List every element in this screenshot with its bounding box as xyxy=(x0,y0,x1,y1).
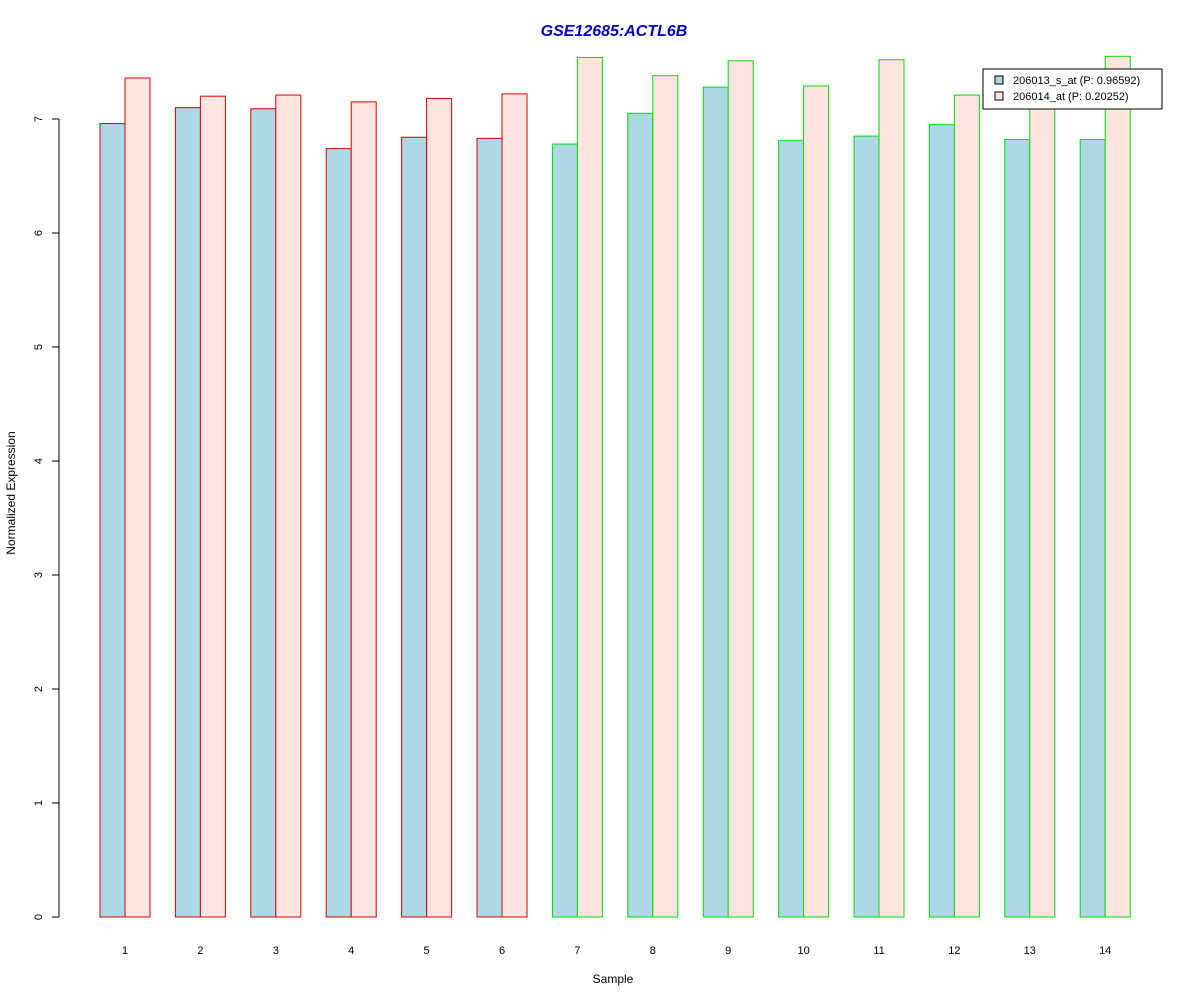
x-tick-label: 2 xyxy=(197,945,203,957)
bar-sample-13-series-2 xyxy=(1029,92,1056,918)
y-axis-title: Normalized Expression xyxy=(4,431,18,554)
bar-sample-7-series-1 xyxy=(551,143,578,918)
x-tick-label: 13 xyxy=(1024,945,1036,957)
bar-sample-8-series-2 xyxy=(652,75,679,918)
x-tick-label: 12 xyxy=(948,945,960,957)
x-tick-label: 1 xyxy=(122,945,128,957)
bar-sample-3-series-2 xyxy=(275,94,302,918)
bar-sample-9-series-2 xyxy=(727,60,754,918)
x-tick-label: 8 xyxy=(650,945,656,957)
bar-sample-14-series-2 xyxy=(1104,55,1131,918)
bar-sample-8-series-1 xyxy=(627,112,654,918)
bar-sample-11-series-1 xyxy=(853,135,880,918)
x-tick-label: 5 xyxy=(424,945,430,957)
bars xyxy=(99,55,1131,918)
y-tick-label: 7 xyxy=(33,116,45,122)
y-tick-label: 5 xyxy=(33,344,45,350)
y-tick-label: 2 xyxy=(33,686,45,692)
legend-label-series-1: 206013_s_at (P: 0.96592) xyxy=(1013,75,1140,87)
bar-sample-4-series-1 xyxy=(325,148,352,918)
bar-sample-5-series-1 xyxy=(401,136,428,918)
bar-sample-1-series-2 xyxy=(124,77,151,918)
legend-swatch-series-2 xyxy=(994,91,1004,101)
y-tick-label: 1 xyxy=(33,800,45,806)
bar-sample-5-series-2 xyxy=(426,97,453,918)
y-tick-label: 0 xyxy=(33,914,45,920)
bar-sample-1-series-1 xyxy=(99,123,126,918)
chart-title: GSE12685:ACTL6B xyxy=(541,23,688,40)
bar-sample-3-series-1 xyxy=(250,108,277,918)
bar-sample-10-series-2 xyxy=(803,85,830,918)
x-tick-label: 3 xyxy=(273,945,279,957)
bar-sample-14-series-1 xyxy=(1079,139,1106,918)
bar-sample-10-series-1 xyxy=(778,140,805,918)
legend-swatch-series-1 xyxy=(994,75,1004,85)
bar-sample-12-series-1 xyxy=(928,124,955,918)
x-tick-labels: 1 2 3 4 5 6 7 8 9 10 11 12 13 14 xyxy=(122,945,1111,957)
y-tick-label: 4 xyxy=(33,458,45,464)
x-tick-label: 7 xyxy=(574,945,580,957)
bar-sample-9-series-1 xyxy=(702,86,729,918)
bar-sample-11-series-2 xyxy=(878,59,905,918)
y-axis: 0 1 2 3 4 5 6 7 xyxy=(33,116,60,920)
x-tick-label: 9 xyxy=(725,945,731,957)
bar-sample-2-series-2 xyxy=(199,95,226,918)
bar-sample-12-series-2 xyxy=(953,94,980,918)
x-tick-label: 10 xyxy=(797,945,809,957)
x-axis-title: Sample xyxy=(593,972,634,986)
x-tick-label: 6 xyxy=(499,945,505,957)
x-tick-label: 11 xyxy=(873,945,884,957)
x-tick-label: 14 xyxy=(1099,945,1111,957)
bar-sample-7-series-2 xyxy=(576,56,603,918)
bar-sample-6-series-1 xyxy=(476,137,503,918)
legend-label-series-2: 206014_at (P: 0.20252) xyxy=(1013,91,1129,103)
y-tick-label: 6 xyxy=(33,230,45,236)
x-tick-label: 4 xyxy=(348,945,354,957)
legend: 206013_s_at (P: 0.96592) 206014_at (P: 0… xyxy=(982,68,1163,110)
bar-sample-4-series-2 xyxy=(350,101,377,918)
bar-sample-6-series-2 xyxy=(501,93,528,918)
bar-sample-13-series-1 xyxy=(1004,139,1031,918)
legend-box xyxy=(982,68,1163,110)
y-tick-label: 3 xyxy=(33,572,45,578)
bar-sample-2-series-1 xyxy=(174,107,201,918)
